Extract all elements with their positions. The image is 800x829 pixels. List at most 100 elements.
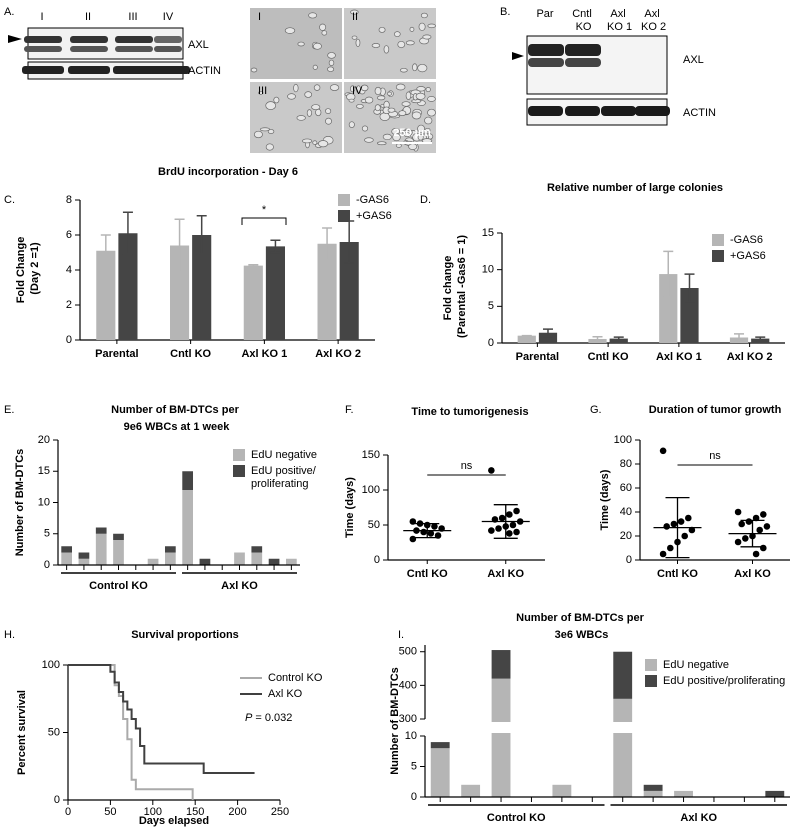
cell [293, 83, 299, 93]
point [734, 508, 742, 516]
error-bar [196, 215, 207, 255]
point [677, 518, 685, 525]
cell [328, 59, 335, 66]
cell [351, 35, 358, 40]
legend-swatch [233, 449, 245, 461]
bar-segment [199, 558, 211, 565]
band-label: AXL [188, 39, 209, 51]
text-line: Axl [644, 8, 659, 20]
y-tick-label: 5 [488, 300, 494, 312]
cell [377, 95, 386, 101]
axis-break [413, 722, 792, 733]
panel-label: D. [420, 194, 431, 206]
bar-segment [285, 558, 297, 565]
band [154, 46, 182, 52]
y-axis-label: Number of BM-DTCs [14, 449, 26, 557]
significance-bracket [241, 217, 287, 225]
bar-segment [251, 552, 263, 565]
lane-label: Axl KO 2 [638, 8, 666, 33]
bar-segment [61, 546, 73, 553]
error-bar [174, 218, 185, 273]
annotation: P = 0.032 [245, 712, 292, 724]
point [509, 521, 517, 529]
point [670, 520, 678, 528]
blot [27, 27, 184, 60]
bar [339, 242, 359, 340]
point [420, 528, 427, 536]
group-label: Control KO [89, 580, 148, 592]
lane-label: I [40, 11, 43, 23]
bar-segment [251, 546, 263, 553]
cell [415, 92, 426, 100]
text-line: KO 2 [638, 21, 666, 33]
band [115, 46, 153, 52]
band [22, 66, 64, 74]
x-tick-label: 150 [186, 806, 204, 818]
point [763, 523, 771, 530]
cell [258, 90, 264, 95]
legend-swatch [712, 234, 724, 246]
cell [417, 124, 425, 133]
cell [405, 91, 412, 100]
x-tick-label: Parental [95, 348, 138, 360]
micrograph [250, 8, 342, 79]
legend-label: Control KO [268, 672, 323, 684]
cell [312, 64, 318, 70]
cell [321, 30, 328, 36]
bar-segment [164, 546, 176, 553]
band-label: ACTIN [683, 107, 716, 119]
cell [393, 31, 401, 37]
panel-label: I. [398, 629, 404, 641]
bar-segment [613, 698, 633, 797]
bar-segment [61, 552, 73, 565]
y-tick-label: 300 [399, 713, 417, 725]
cell [319, 23, 327, 31]
cell [315, 108, 322, 117]
y-tick-label: 10 [482, 264, 494, 276]
legend-label: EdU negative [251, 449, 317, 461]
text-line: proliferating [251, 478, 308, 490]
lane-label: II [85, 11, 91, 23]
legend-swatch [645, 659, 657, 671]
bar [118, 233, 138, 340]
cell [422, 34, 432, 40]
y-tick-label: 0 [626, 554, 632, 566]
band [565, 106, 600, 116]
y-axis-label: Time (days) [599, 469, 611, 530]
band [68, 66, 110, 74]
y-tick-label: 400 [399, 679, 417, 691]
point [667, 544, 674, 552]
image-label: II [352, 11, 358, 23]
y-tick-label: 100 [614, 434, 632, 446]
cell [360, 84, 369, 92]
panel-label: A. [4, 6, 14, 18]
legend-label: +GAS6 [356, 210, 392, 222]
bar-segment [430, 748, 450, 797]
lane-label: IV [163, 11, 174, 23]
point [513, 507, 520, 515]
cell [325, 108, 332, 114]
cell [382, 133, 392, 141]
arrow [8, 35, 22, 43]
point [488, 527, 495, 534]
band-label: AXL [683, 54, 704, 66]
cell [417, 63, 428, 73]
bar-segment [113, 533, 124, 540]
y-tick-label: 4 [66, 264, 72, 276]
y-tick-label: 0 [374, 554, 380, 566]
cell [405, 40, 415, 46]
chart-title: Number of BM-DTCs per 3e6 WBCs [516, 612, 644, 641]
image-label: I [258, 11, 261, 23]
y-tick-label: 8 [66, 194, 72, 206]
cell [306, 109, 312, 117]
x-tick-label: 250 [271, 806, 289, 818]
error-bar [663, 250, 674, 298]
cell [408, 143, 418, 150]
point [681, 532, 688, 540]
cell [387, 107, 396, 113]
panel-label: F. [345, 404, 354, 416]
bar-segment [552, 784, 572, 797]
error-bar [322, 227, 333, 261]
bar-segment [95, 533, 107, 565]
x-tick-label: 200 [228, 806, 246, 818]
